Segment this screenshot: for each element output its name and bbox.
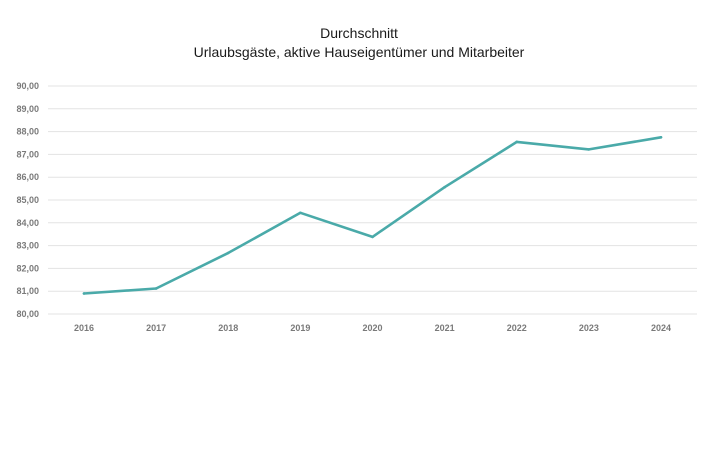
data-point-2017 — [154, 287, 158, 290]
x-axis-tick-labels: 2016 2017 2018 2019 2020 2021 2022 2023 2024 — [74, 323, 671, 333]
data-point-2020 — [371, 235, 374, 239]
data-point-2021 — [443, 185, 446, 189]
series-line-0 — [82, 136, 663, 295]
series-layer — [82, 136, 663, 295]
data-point-2024 — [659, 136, 663, 139]
y-tick-label-88: 88,00 — [16, 127, 39, 137]
y-tick-label-90: 90,00 — [16, 81, 39, 91]
x-tick-label-2024: 2024 — [651, 323, 671, 333]
y-tick-label-82: 82,00 — [16, 263, 39, 273]
y-tick-label-87: 87,00 — [16, 149, 39, 159]
x-tick-label-2017: 2017 — [146, 323, 166, 333]
data-point-2023 — [587, 148, 591, 151]
chart-title: Durchschnitt — [320, 25, 398, 41]
chart-title-block: Durchschnitt Urlaubsgäste, aktive Hausei… — [0, 24, 718, 62]
data-point-2016 — [82, 292, 86, 295]
y-tick-label-85: 85,00 — [16, 195, 39, 205]
x-tick-label-2019: 2019 — [290, 323, 310, 333]
y-axis-tick-labels: 80,00 81,00 82,00 83,00 84,00 85,00 86,00 87,00… — [16, 81, 39, 319]
y-tick-label-81: 81,00 — [16, 286, 39, 296]
x-tick-label-2023: 2023 — [579, 323, 599, 333]
y-tick-label-83: 83,00 — [16, 241, 39, 251]
y-tick-label-89: 89,00 — [16, 104, 39, 114]
y-tick-label-84: 84,00 — [16, 218, 39, 228]
y-tick-label-80: 80,00 — [16, 309, 39, 319]
data-point-2018 — [226, 251, 230, 255]
x-tick-label-2022: 2022 — [507, 323, 527, 333]
y-tick-label-86: 86,00 — [16, 172, 39, 182]
data-point-2019 — [299, 211, 302, 215]
x-tick-label-2016: 2016 — [74, 323, 94, 333]
x-tick-label-2021: 2021 — [435, 323, 455, 333]
chart-subtitle: Urlaubsgäste, aktive Hauseigentümer und … — [193, 44, 525, 60]
gridlines — [48, 85, 697, 315]
x-tick-label-2018: 2018 — [218, 323, 238, 333]
x-tick-label-2020: 2020 — [362, 323, 382, 333]
data-point-2022 — [515, 140, 519, 144]
